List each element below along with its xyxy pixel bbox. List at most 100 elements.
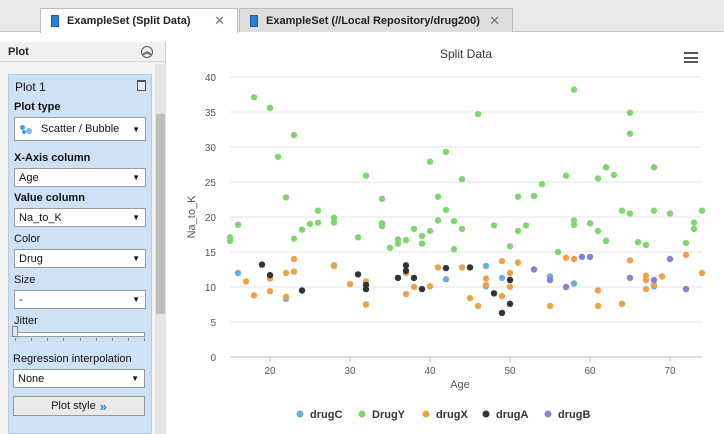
plot-card-title: Plot 1 bbox=[15, 80, 46, 94]
data-point-drugy bbox=[234, 221, 242, 228]
legend-marker-drugb bbox=[544, 410, 552, 418]
data-point-drugx bbox=[498, 257, 506, 265]
data-point-drugx bbox=[346, 281, 354, 288]
data-point-drugx bbox=[642, 276, 650, 284]
legend-label-druga: drugA bbox=[496, 409, 528, 421]
collapse-up-icon[interactable]: ︽ bbox=[141, 45, 153, 58]
plot-type-select[interactable]: Scatter / Bubble ▼ bbox=[14, 117, 146, 141]
plot-style-button[interactable]: Plot style » bbox=[13, 396, 145, 416]
x-tick-label: 30 bbox=[344, 366, 356, 377]
data-point-drugy bbox=[418, 240, 426, 247]
data-point-drugx bbox=[506, 269, 514, 277]
data-point-drugx bbox=[426, 283, 434, 290]
trash-icon[interactable] bbox=[137, 80, 146, 91]
chevron-down-icon: ▼ bbox=[132, 213, 140, 222]
data-point-drugx bbox=[618, 300, 626, 307]
data-point-drugy bbox=[530, 192, 538, 200]
data-point-druga bbox=[442, 264, 450, 272]
close-icon[interactable]: ✕ bbox=[489, 12, 500, 28]
y-tick-label: 25 bbox=[205, 178, 217, 189]
data-point-drugx bbox=[562, 254, 570, 261]
size-select[interactable]: - ▼ bbox=[14, 290, 146, 309]
data-point-druga bbox=[506, 276, 514, 284]
data-point-drugx bbox=[626, 257, 634, 264]
chevron-down-icon: ▼ bbox=[132, 173, 140, 182]
data-point-drugy bbox=[538, 180, 546, 188]
color-select[interactable]: Drug ▼ bbox=[14, 249, 146, 268]
data-point-drugx bbox=[242, 278, 250, 285]
close-icon[interactable]: ✕ bbox=[214, 13, 225, 28]
data-point-drugc bbox=[498, 274, 506, 282]
data-point-drugx bbox=[546, 302, 554, 310]
jitter-slider-handle[interactable] bbox=[12, 326, 18, 337]
data-point-drugy bbox=[314, 207, 322, 214]
value-column-select[interactable]: Na_to_K ▼ bbox=[14, 208, 146, 227]
data-point-drugy bbox=[418, 232, 426, 240]
color-value: Drug bbox=[19, 252, 43, 265]
data-point-drugy bbox=[594, 175, 602, 182]
data-point-drugy bbox=[626, 109, 634, 116]
value-column-value: Na_to_K bbox=[19, 211, 62, 224]
data-point-drugy bbox=[650, 207, 658, 214]
data-point-drugx bbox=[290, 268, 298, 275]
x-tick-label: 40 bbox=[424, 366, 436, 377]
x-axis-title: Age bbox=[450, 379, 470, 391]
data-point-drugb bbox=[586, 253, 594, 261]
data-point-drugb bbox=[626, 274, 634, 282]
data-point-drugy bbox=[522, 222, 530, 229]
data-point-drugy bbox=[642, 241, 650, 249]
x-axis-select[interactable]: Age ▼ bbox=[14, 168, 146, 187]
y-tick-label: 5 bbox=[210, 318, 216, 329]
size-value: - bbox=[19, 293, 23, 306]
data-point-drugy bbox=[362, 172, 370, 179]
legend-marker-drugy bbox=[358, 410, 366, 418]
y-tick-label: 30 bbox=[205, 143, 217, 154]
data-point-drugy bbox=[514, 227, 522, 235]
tab-split-data[interactable]: ExampleSet (Split Data) ✕ bbox=[40, 8, 238, 33]
data-point-drugy bbox=[442, 148, 450, 156]
data-point-druga bbox=[490, 290, 498, 297]
data-point-druga bbox=[466, 264, 474, 271]
regression-value: None bbox=[18, 372, 45, 385]
data-point-druga bbox=[266, 271, 274, 279]
legend-marker-druga bbox=[482, 410, 490, 418]
data-point-drugy bbox=[562, 172, 570, 179]
data-point-druga bbox=[258, 261, 266, 268]
jitter-slider-track[interactable] bbox=[15, 332, 145, 337]
regression-select[interactable]: None ▼ bbox=[13, 369, 145, 388]
x-tick-label: 60 bbox=[584, 366, 596, 377]
panel-scrollbar[interactable] bbox=[155, 64, 166, 434]
data-point-drugx bbox=[498, 292, 506, 300]
data-point-drugc bbox=[570, 280, 578, 287]
data-point-drugy bbox=[266, 104, 274, 111]
data-point-drugb bbox=[650, 276, 658, 284]
data-point-druga bbox=[402, 262, 410, 269]
data-point-drugx bbox=[466, 295, 474, 302]
data-point-drugx bbox=[658, 273, 666, 280]
data-point-drugy bbox=[570, 86, 578, 93]
data-point-drugy bbox=[290, 235, 298, 242]
data-point-drugy bbox=[250, 94, 258, 101]
x-axis-label: X-Axis column bbox=[14, 152, 91, 164]
data-point-drugy bbox=[290, 131, 298, 139]
y-tick-label: 40 bbox=[205, 73, 217, 84]
data-point-drugy bbox=[634, 239, 642, 246]
tab-local-repository[interactable]: ExampleSet (//Local Repository/drug200) … bbox=[239, 8, 513, 32]
chevron-down-icon: ▼ bbox=[131, 374, 139, 383]
data-point-druga bbox=[394, 274, 402, 282]
data-point-drugx bbox=[410, 283, 418, 291]
x-axis-value: Age bbox=[19, 171, 39, 184]
data-point-drugy bbox=[618, 207, 626, 214]
plot-type-value: Scatter / Bubble bbox=[41, 123, 120, 135]
data-point-drugy bbox=[274, 153, 282, 160]
chart-menu-icon[interactable] bbox=[684, 52, 698, 63]
data-point-drugy bbox=[386, 244, 394, 251]
data-point-drugy bbox=[666, 210, 674, 217]
data-point-drugy bbox=[554, 248, 562, 256]
data-point-druga bbox=[410, 274, 418, 282]
legend-label-drugx: drugX bbox=[436, 409, 468, 421]
scrollbar-thumb[interactable] bbox=[156, 114, 165, 314]
data-point-drugx bbox=[594, 287, 602, 294]
data-point-drugb bbox=[530, 266, 538, 273]
